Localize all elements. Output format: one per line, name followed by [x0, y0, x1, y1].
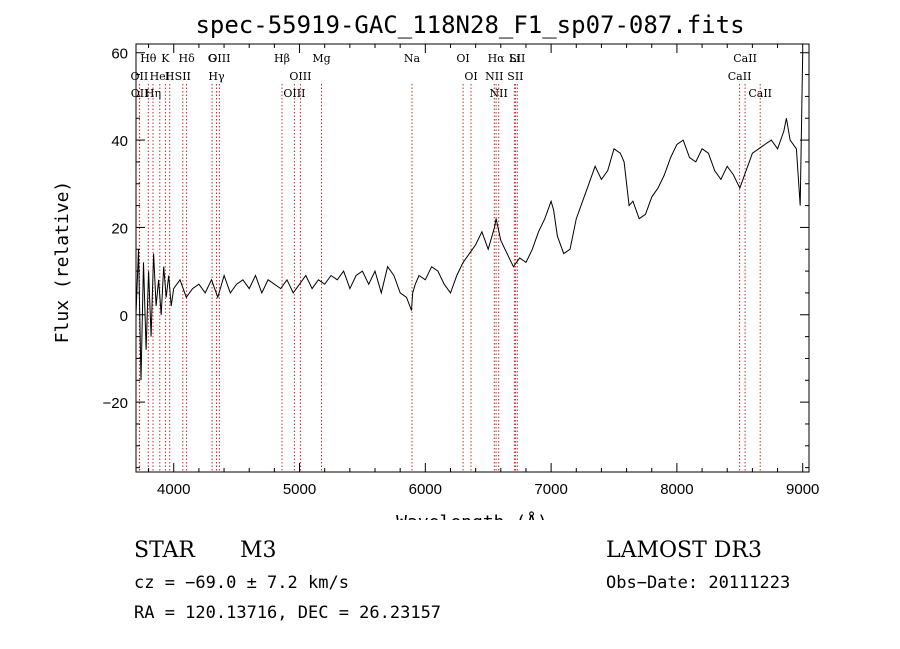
- object-class: STAR: [134, 538, 195, 563]
- line-label: Li: [509, 52, 520, 65]
- line-label: G: [208, 52, 217, 65]
- x-tick-label: 4000: [157, 481, 190, 498]
- line-label: HeI: [150, 70, 170, 83]
- line-marker-layer: [138, 84, 761, 472]
- line-label: Hβ: [274, 52, 290, 65]
- line-label: Mg: [312, 52, 330, 65]
- y-tick-label: 0: [120, 308, 128, 325]
- line-label: SII: [509, 52, 525, 65]
- line-label: CaII: [728, 70, 752, 83]
- y-axis-label: Flux (relative): [52, 181, 73, 344]
- x-axis-label: Wavelength (Å): [396, 511, 548, 520]
- line-label: SII: [175, 70, 191, 83]
- line-label: Hδ: [178, 52, 195, 65]
- y-tick-label: 40: [111, 133, 128, 150]
- line-label: H: [165, 70, 175, 83]
- line-label: OIII: [208, 52, 230, 65]
- line-label: OI: [456, 52, 469, 65]
- object-subclass: M3: [240, 538, 277, 563]
- chart-title: spec-55919-GAC_118N28_F1_sp07-087.fits: [195, 11, 744, 39]
- line-label: SII: [507, 70, 523, 83]
- plot-frame: [135, 43, 810, 473]
- observation-date: Obs−Date: 20111223: [606, 573, 791, 593]
- line-label: OIII: [283, 87, 305, 100]
- line-label: OIII: [289, 70, 311, 83]
- line-label: NII: [490, 87, 508, 100]
- sky-coordinates: RA = 120.13716, DEC = 26.23157: [134, 603, 442, 623]
- y-tick-label: 60: [111, 46, 128, 63]
- x-tick-label: 8000: [660, 481, 693, 498]
- spectrum-line: [135, 52, 804, 381]
- line-label: OI: [464, 70, 477, 83]
- line-label: K: [161, 52, 170, 65]
- y-tick-label: 20: [111, 220, 128, 237]
- line-label: Hα: [488, 52, 506, 65]
- line-label: Hη: [145, 87, 161, 100]
- line-label: OII: [131, 70, 149, 83]
- axis-ticks: 4000 5000 6000 7000 8000 9000 −20 0 20 40 60: [103, 44, 819, 498]
- line-label: Hθ: [140, 52, 157, 65]
- line-label: CaII: [748, 87, 772, 100]
- line-label: NII: [485, 70, 503, 83]
- x-tick-label: 7000: [534, 481, 567, 498]
- line-label: Hγ: [208, 70, 225, 83]
- line-label: Na: [404, 52, 421, 65]
- y-tick-label: −20: [103, 395, 128, 412]
- line-label: CaII: [733, 52, 757, 65]
- redshift-velocity: cz = −69.0 ± 7.2 km/s: [134, 573, 349, 593]
- survey-name: LAMOST DR3: [606, 538, 762, 563]
- x-tick-label: 5000: [283, 481, 316, 498]
- line-label: OII: [131, 87, 149, 100]
- x-tick-label: 9000: [786, 481, 819, 498]
- x-tick-label: 6000: [409, 481, 442, 498]
- spectrum-chart: spec-55919-GAC_118N28_F1_sp07-087.fits H…: [52, 11, 819, 520]
